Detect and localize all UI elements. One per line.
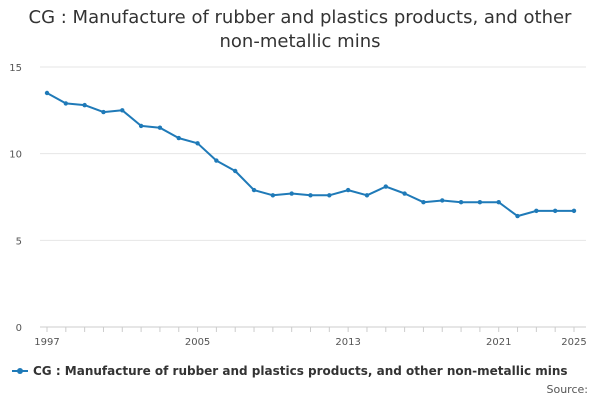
data-point: [214, 158, 219, 163]
data-point: [270, 193, 276, 198]
data-point: [233, 168, 238, 174]
data-point: [44, 90, 50, 96]
data-point: [251, 187, 257, 193]
data-point: [345, 187, 351, 193]
data-point: [176, 135, 181, 141]
legend-swatch-icon: [12, 365, 28, 377]
series-line: [46, 92, 574, 218]
x-tick-label: 1997: [34, 337, 59, 348]
data-point: [157, 125, 163, 130]
data-point: [82, 102, 87, 108]
x-tick-label: 2025: [561, 337, 586, 348]
y-tick-label: 10: [9, 150, 22, 161]
x-tick-label: 2013: [335, 337, 360, 348]
data-point: [308, 193, 313, 198]
chart-title: CG : Manufacture of rubber and plastics …: [28, 7, 572, 52]
x-tick-label: 2005: [185, 337, 210, 348]
data-point: [496, 200, 501, 205]
y-tick-label: 15: [9, 63, 22, 74]
data-point: [440, 198, 445, 203]
data-point: [552, 208, 558, 214]
data-point: [327, 193, 332, 198]
data-point: [63, 101, 69, 106]
data-point: [534, 208, 539, 214]
data-point: [289, 191, 294, 196]
data-point: [477, 200, 483, 205]
data-point: [120, 108, 125, 113]
y-tick-label: 5: [16, 236, 22, 247]
source-label: Source:: [546, 383, 589, 396]
data-point: [101, 109, 106, 115]
x-tick-label: 2021: [486, 337, 511, 348]
data-point: [364, 193, 370, 198]
data-point: [195, 141, 200, 146]
y-tick-label: 0: [16, 323, 22, 334]
data-point: [515, 213, 520, 219]
data-point: [383, 184, 388, 189]
data-point: [421, 200, 426, 205]
data-point: [458, 200, 464, 205]
data-point: [571, 208, 577, 214]
data-point: [138, 123, 144, 129]
legend[interactable]: CG : Manufacture of rubber and plastics …: [12, 364, 568, 378]
legend-label: CG : Manufacture of rubber and plastics …: [33, 364, 568, 378]
data-point: [402, 191, 407, 196]
